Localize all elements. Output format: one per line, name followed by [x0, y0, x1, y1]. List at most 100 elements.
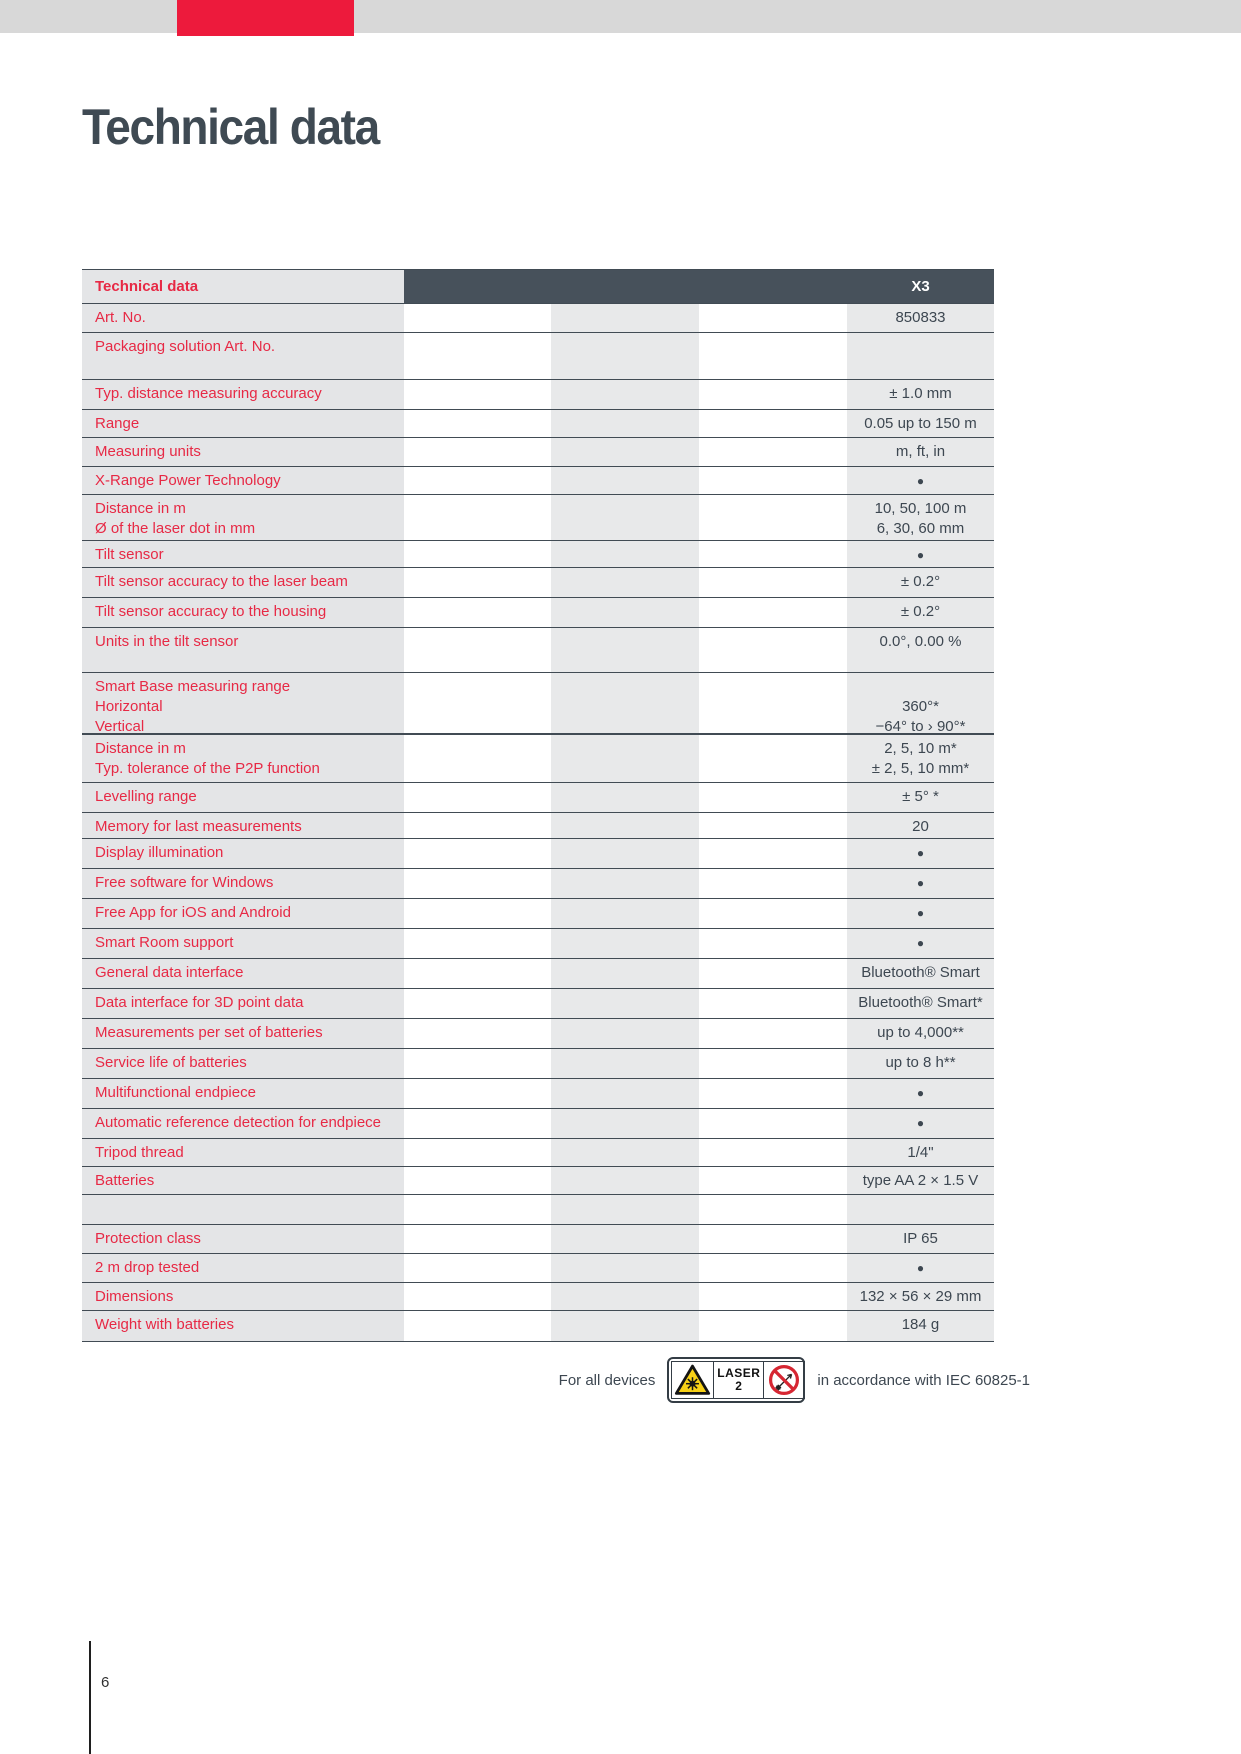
spec-label-cell: Batteries [82, 1167, 404, 1194]
spec-empty-cell [699, 673, 847, 733]
spec-empty-cell [699, 813, 847, 838]
spec-label-cell: Tripod thread [82, 1139, 404, 1166]
spec-empty-cell [699, 333, 847, 379]
spec-empty-cell [551, 467, 699, 494]
table-row: Multifunctional endpiece ● [82, 1079, 994, 1109]
spec-empty-cell [551, 438, 699, 466]
spec-empty-cell [404, 673, 551, 733]
spec-empty-cell [404, 1254, 551, 1282]
spec-empty-cell [699, 1195, 847, 1224]
spec-empty-cell [551, 1079, 699, 1108]
spec-value-cell: 1/4" [847, 1139, 994, 1166]
table-row: Free software for Windows ● [82, 869, 994, 899]
table-row: Protection class IP 65 [82, 1225, 994, 1254]
spec-value-cell: 0.05 up to 150 m [847, 410, 994, 437]
spec-empty-cell [699, 783, 847, 812]
spec-empty-cell [551, 1311, 699, 1341]
table-row: Tripod thread 1/4" [82, 1139, 994, 1167]
spec-empty-cell [404, 839, 551, 868]
spec-label-cell: Packaging solution Art. No. [82, 333, 404, 379]
spec-empty-cell [699, 495, 847, 540]
spec-label-cell: Free App for iOS and Android [82, 899, 404, 928]
spec-empty-cell [551, 495, 699, 540]
laser-notice: For all devices LASER 2 [559, 1356, 1030, 1404]
table-row: Display illumination ● [82, 839, 994, 869]
spec-label-cell: Dimensions [82, 1283, 404, 1310]
spec-empty-cell [551, 1049, 699, 1078]
spec-label-cell: Tilt sensor accuracy to the laser beam [82, 568, 404, 597]
spec-empty-cell [404, 1225, 551, 1253]
spec-empty-cell [699, 1139, 847, 1166]
spec-empty-cell [551, 813, 699, 838]
spec-value-cell: 20 [847, 813, 994, 838]
table-row: General data interface Bluetooth® Smart [82, 959, 994, 989]
spec-value-cell: 360°* −64° to › 90°* [847, 673, 994, 735]
table-row: Tilt sensor accuracy to the laser beam ± … [82, 568, 994, 598]
spec-label-cell: Measuring units [82, 438, 404, 466]
table-row: 2 m drop tested ● [82, 1254, 994, 1283]
spec-value-cell: 184 g [847, 1311, 994, 1341]
spec-empty-cell [551, 1283, 699, 1310]
spec-empty-cell [699, 1225, 847, 1253]
spec-empty-cell [699, 1167, 847, 1194]
spec-value-cell: ● [847, 541, 994, 567]
spec-label-cell: Smart Base measuring range Horizontal Ve… [82, 673, 404, 735]
spec-empty-cell [699, 304, 847, 332]
spec-label-cell: 2 m drop tested [82, 1254, 404, 1282]
spec-empty-cell [404, 813, 551, 838]
spec-empty-cell [551, 1109, 699, 1138]
spec-empty-cell [404, 1311, 551, 1341]
technical-data-table: Technical data X3 Art. No. 850833 Packagin… [82, 269, 994, 1342]
spec-empty-cell [551, 783, 699, 812]
spec-value-cell: ● [847, 467, 994, 494]
table-header-label: Technical data [82, 270, 404, 303]
product-column-header: X3 [911, 278, 930, 295]
table-header-row: Technical data X3 [82, 269, 994, 304]
spec-empty-cell [404, 735, 551, 782]
spec-label-cell: Measurements per set of batteries [82, 1019, 404, 1048]
spec-value-cell: ● [847, 1079, 994, 1108]
spec-empty-cell [699, 438, 847, 466]
spec-empty-cell [699, 839, 847, 868]
spec-empty-cell [404, 989, 551, 1018]
spec-empty-cell [699, 467, 847, 494]
laser-notice-suffix: in accordance with IEC 60825-1 [817, 1371, 1030, 1389]
table-row: Tilt sensor ● [82, 541, 994, 568]
spec-empty-cell [699, 1109, 847, 1138]
spec-value-cell: type AA 2 × 1.5 V [847, 1167, 994, 1194]
spec-empty-cell [551, 628, 699, 672]
table-row: Dimensions 132 × 56 × 29 mm [82, 1283, 994, 1311]
spec-label-cell: Art. No. [82, 304, 404, 332]
spec-label-cell: Distance in m Typ. tolerance of the P2P … [82, 735, 404, 782]
spec-empty-cell [699, 568, 847, 597]
spec-value-cell: ● [847, 929, 994, 958]
table-row: Batteries type AA 2 × 1.5 V [82, 1167, 994, 1195]
spec-empty-cell [551, 1225, 699, 1253]
spec-empty-cell [699, 410, 847, 437]
spec-empty-cell [551, 869, 699, 898]
table-body: Art. No. 850833 Packaging solution Art. No… [82, 304, 994, 1342]
spec-empty-cell [551, 959, 699, 988]
laser-class-plate: LASER 2 [667, 1357, 806, 1403]
spec-value-cell: ● [847, 839, 994, 868]
spec-empty-cell [551, 929, 699, 958]
spec-empty-cell [404, 929, 551, 958]
spec-value-cell: 10, 50, 100 m 6, 30, 60 mm [847, 495, 994, 540]
spec-empty-cell [699, 1019, 847, 1048]
spec-empty-cell [404, 1049, 551, 1078]
spec-value-cell: 0.0°, 0.00 % [847, 628, 994, 672]
spec-label-cell: Range [82, 410, 404, 437]
spec-empty-cell [699, 1079, 847, 1108]
spec-label-cell [82, 1195, 404, 1224]
table-row: Tilt sensor accuracy to the housing ± 0.2… [82, 598, 994, 628]
spec-empty-cell [699, 598, 847, 627]
table-row: Measuring units m, ft, in [82, 438, 994, 467]
brand-red-block [177, 0, 354, 36]
spec-empty-cell [551, 1195, 699, 1224]
spec-value-cell: ● [847, 899, 994, 928]
spec-label-cell: Levelling range [82, 783, 404, 812]
spec-value-cell: m, ft, in [847, 438, 994, 466]
spec-empty-cell [404, 1167, 551, 1194]
spec-label-cell: Display illumination [82, 839, 404, 868]
table-row: Automatic reference detection for endpie… [82, 1109, 994, 1139]
